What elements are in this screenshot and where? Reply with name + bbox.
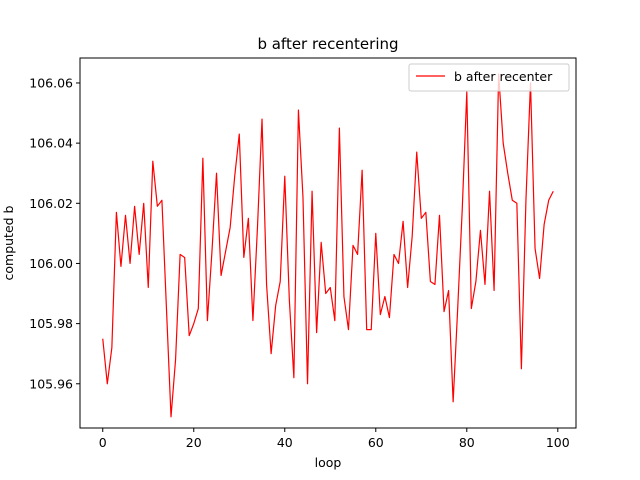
axes-frame <box>79 57 577 429</box>
x-axis: 0 20 40 60 80 100 <box>99 428 570 450</box>
legend-box <box>408 63 570 92</box>
y-tick-label: 105.96 <box>29 376 73 391</box>
series-layer <box>102 73 554 418</box>
x-tick-label: 80 <box>459 435 475 450</box>
legend-label: b after recenter <box>454 69 553 84</box>
legend: b after recenter <box>408 63 570 92</box>
y-tick-label: 106.04 <box>29 136 73 151</box>
y-axis-label: computed b <box>1 205 16 280</box>
y-tick-label: 106.06 <box>29 75 73 90</box>
y-tick-label: 106.00 <box>29 256 73 271</box>
plot-area <box>79 57 577 429</box>
chart-title: b after recentering <box>257 35 398 53</box>
y-axis: 105.96 105.98 106.00 106.02 106.04 106.06 <box>29 75 80 391</box>
x-tick-label: 100 <box>546 435 570 450</box>
x-tick-label: 20 <box>186 435 202 450</box>
series-line-0 <box>102 73 554 418</box>
x-tick-label: 60 <box>368 435 384 450</box>
x-tick-label: 40 <box>277 435 293 450</box>
x-tick-label: 0 <box>99 435 107 450</box>
y-tick-label: 105.98 <box>29 316 73 331</box>
x-axis-label: loop <box>315 455 342 470</box>
y-tick-label: 106.02 <box>29 196 73 211</box>
